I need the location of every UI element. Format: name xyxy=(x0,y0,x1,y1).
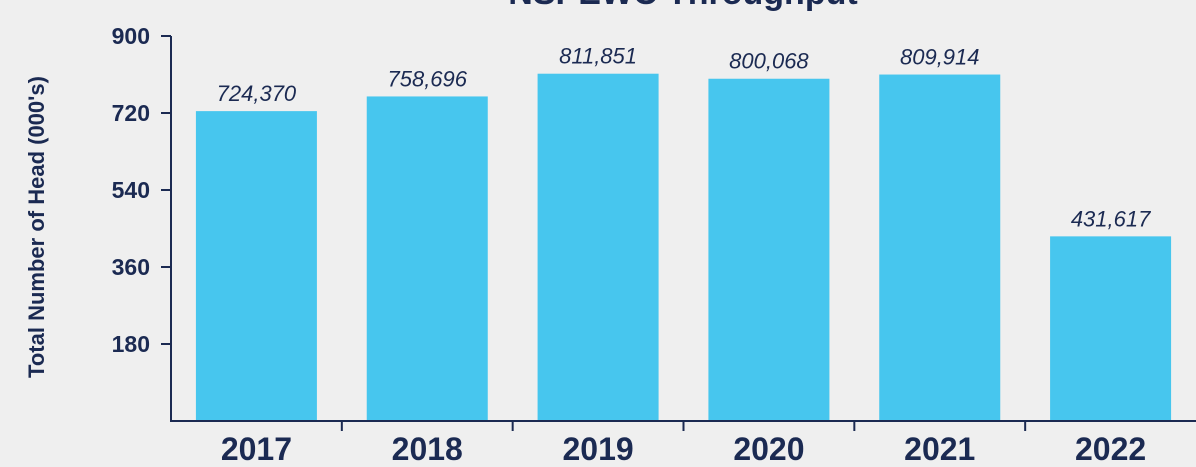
bar xyxy=(537,73,659,421)
data-labels: 724,370 758,696 811,851 800,068 809,914 431,6… xyxy=(217,44,1151,232)
bars xyxy=(195,73,1172,421)
y-tick-label: 900 xyxy=(112,23,150,49)
data-label: 811,851 xyxy=(559,44,637,69)
bar xyxy=(195,111,317,421)
x-tick-label: 2020 xyxy=(733,431,804,467)
data-label: 809,914 xyxy=(900,45,980,70)
bar xyxy=(366,96,488,421)
y-tick-label: 720 xyxy=(112,100,150,126)
data-label: 431,617 xyxy=(1071,206,1151,231)
y-tick-label: 540 xyxy=(112,177,150,203)
y-axis-label: Total Number of Head (000's) xyxy=(24,76,49,378)
y-axis-ticks: 180 360 540 720 900 xyxy=(112,23,171,357)
data-label: 800,068 xyxy=(729,49,809,74)
x-tick-label: 2021 xyxy=(904,431,975,467)
x-tick-label: 2022 xyxy=(1075,431,1146,467)
y-tick-label: 180 xyxy=(112,331,150,357)
x-tick-label: 2019 xyxy=(562,431,633,467)
y-tick-label: 360 xyxy=(112,254,150,280)
x-tick-label: 2018 xyxy=(392,431,463,467)
chart-title: NSPEWC Throughput xyxy=(508,0,857,12)
data-label: 758,696 xyxy=(387,66,467,91)
data-label: 724,370 xyxy=(217,81,297,106)
bar xyxy=(1050,236,1172,421)
bar xyxy=(708,78,830,421)
x-axis-ticks: 2017 2018 2019 2020 2021 2022 xyxy=(221,421,1146,467)
bar xyxy=(879,74,1001,421)
x-tick-label: 2017 xyxy=(221,431,292,467)
